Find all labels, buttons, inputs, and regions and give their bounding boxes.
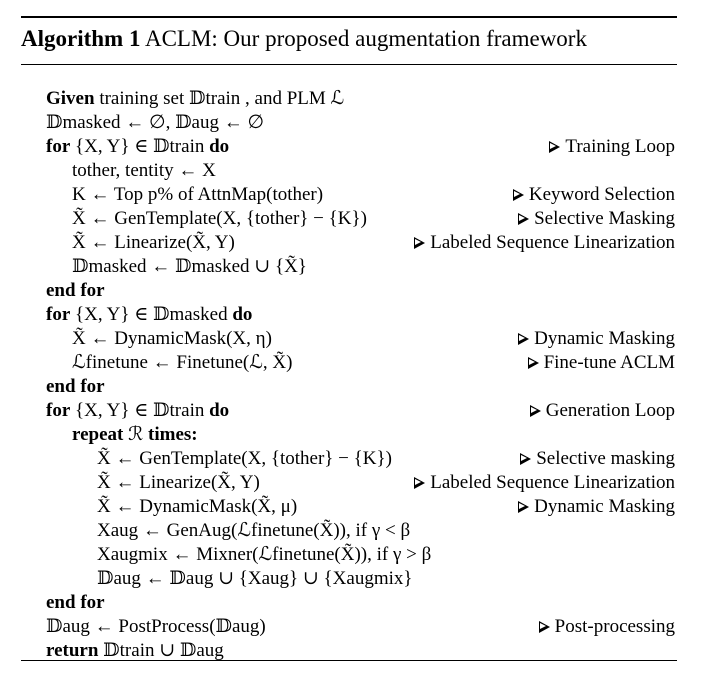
algorithm-line: for {X, Y} ∈ 𝔻train do Training Loop [21, 135, 677, 159]
comment-triangle-icon [549, 141, 561, 153]
algorithm-label: Algorithm 1 [21, 26, 141, 51]
bottom-rule [21, 660, 677, 662]
comment-triangle-icon [518, 213, 530, 225]
algorithm-line: X̃ ← DynamicMask(X̃, μ) Dynamic Masking [21, 495, 677, 519]
algorithm-caption: ACLM: Our proposed augmentation framewor… [144, 26, 587, 51]
comment-triangle-icon [512, 189, 524, 201]
line-comment: Selective masking [520, 447, 675, 471]
line-code: for {X, Y} ∈ 𝔻train do [46, 136, 230, 157]
comment-text: Labeled Sequence Linearization [430, 232, 675, 253]
algorithm-line: tother, tentity ← X [21, 159, 677, 183]
comment-triangle-icon [529, 405, 541, 417]
algorithm-line: for {X, Y} ∈ 𝔻masked do [21, 303, 677, 327]
line-code: X̃ ← GenTemplate(X, {tother} − {K}) [72, 208, 367, 229]
line-code: return 𝔻train ∪ 𝔻aug [46, 640, 224, 661]
line-comment: Dynamic Masking [518, 327, 675, 351]
comment-text: Post-processing [554, 616, 675, 637]
comment-text: Training Loop [565, 136, 675, 157]
algorithm-line: 𝔻masked ← 𝔻masked ∪ {X̃} [21, 255, 677, 279]
algorithm-line: ℒfinetune ← Finetune(ℒ, X̃) Fine-tune ACL… [21, 351, 677, 375]
line-code: Xaugmix ← Mixner(ℒfinetune(X̃)), if γ > … [97, 544, 432, 565]
line-code: X̃ ← DynamicMask(X, η) [72, 328, 272, 349]
line-code: end for [46, 376, 105, 397]
line-code: 𝔻aug ← 𝔻aug ∪ {Xaug} ∪ {Xaugmix} [97, 568, 413, 589]
line-code: X̃ ← GenTemplate(X, {tother} − {K}) [97, 448, 392, 469]
comment-text: Dynamic Masking [534, 496, 675, 517]
top-rule [21, 16, 677, 18]
algorithm-line: X̃ ← GenTemplate(X, {tother} − {K}) Selec… [21, 207, 677, 231]
algorithm-line: 𝔻masked ← ∅, 𝔻aug ← ∅ [21, 111, 677, 135]
algorithm-line: 𝔻aug ← PostProcess(𝔻aug) Post-processing [21, 615, 677, 639]
line-comment: Labeled Sequence Linearization [414, 231, 675, 255]
line-comment: Selective Masking [518, 207, 675, 231]
line-comment: Post-processing [538, 615, 675, 639]
algorithm-line: Given training set 𝔻train , and PLM ℒ [21, 87, 677, 111]
algorithm-line: end for [21, 591, 677, 615]
algorithm-line: repeat ℛ times: [21, 423, 677, 447]
line-code: 𝔻aug ← PostProcess(𝔻aug) [46, 616, 266, 637]
algorithm-title: Algorithm 1 ACLM: Our proposed augmentat… [21, 26, 587, 52]
line-comment: Fine-tune ACLM [527, 351, 675, 375]
line-code: 𝔻masked ← ∅, 𝔻aug ← ∅ [46, 112, 265, 133]
algorithm-line: end for [21, 375, 677, 399]
line-code: 𝔻masked ← 𝔻masked ∪ {X̃} [72, 256, 307, 277]
line-comment: Training Loop [549, 135, 675, 159]
comment-triangle-icon [518, 501, 530, 513]
line-code: end for [46, 592, 105, 613]
line-code: Xaug ← GenAug(ℒfinetune(X̃)), if γ < β [97, 520, 411, 541]
algorithm-line: return 𝔻train ∪ 𝔻aug [21, 639, 677, 663]
line-code: X̃ ← Linearize(X̃, Y) [97, 472, 260, 493]
line-code: X̃ ← DynamicMask(X̃, μ) [97, 496, 298, 517]
comment-triangle-icon [527, 357, 539, 369]
algorithm-line: Xaug ← GenAug(ℒfinetune(X̃)), if γ < β [21, 519, 677, 543]
line-code: tother, tentity ← X [72, 160, 216, 181]
comment-text: Selective masking [536, 448, 675, 469]
algorithm-line: 𝔻aug ← 𝔻aug ∪ {Xaug} ∪ {Xaugmix} [21, 567, 677, 591]
line-code: for {X, Y} ∈ 𝔻masked do [46, 304, 253, 325]
line-comment: Keyword Selection [512, 183, 675, 207]
algorithm-line: X̃ ← Linearize(X̃, Y) Labeled Sequence Li… [21, 231, 677, 255]
comment-triangle-icon [414, 477, 426, 489]
algorithm-line: X̃ ← GenTemplate(X, {tother} − {K}) Selec… [21, 447, 677, 471]
comment-text: Labeled Sequence Linearization [430, 472, 675, 493]
comment-text: Fine-tune ACLM [543, 352, 675, 373]
algorithm-line: X̃ ← Linearize(X̃, Y) Labeled Sequence Li… [21, 471, 677, 495]
comment-text: Generation Loop [545, 400, 675, 421]
algorithm-line: X̃ ← DynamicMask(X, η) Dynamic Masking [21, 327, 677, 351]
line-code: X̃ ← Linearize(X̃, Y) [72, 232, 235, 253]
comment-text: Dynamic Masking [534, 328, 675, 349]
algorithm-line: Xaugmix ← Mixner(ℒfinetune(X̃)), if γ > … [21, 543, 677, 567]
algorithm-line: end for [21, 279, 677, 303]
line-code: Given training set 𝔻train , and PLM ℒ [46, 88, 345, 109]
line-code: ℒfinetune ← Finetune(ℒ, X̃) [72, 352, 293, 373]
comment-triangle-icon [520, 453, 532, 465]
line-code: repeat ℛ times: [72, 424, 198, 445]
comment-text: Selective Masking [534, 208, 675, 229]
comment-triangle-icon [414, 237, 426, 249]
line-code: K ← Top p% of AttnMap(tother) [72, 184, 324, 205]
comment-triangle-icon [538, 621, 550, 633]
line-comment: Labeled Sequence Linearization [414, 471, 675, 495]
line-code: end for [46, 280, 105, 301]
line-code: for {X, Y} ∈ 𝔻train do [46, 400, 230, 421]
algorithm-line: K ← Top p% of AttnMap(tother) Keyword Sel… [21, 183, 677, 207]
algorithm-box: Algorithm 1 ACLM: Our proposed augmentat… [21, 16, 677, 662]
line-comment: Dynamic Masking [518, 495, 675, 519]
comment-triangle-icon [518, 333, 530, 345]
comment-text: Keyword Selection [528, 184, 675, 205]
line-comment: Generation Loop [529, 399, 675, 423]
algorithm-line: for {X, Y} ∈ 𝔻train do Generation Loop [21, 399, 677, 423]
header-rule [21, 64, 677, 66]
